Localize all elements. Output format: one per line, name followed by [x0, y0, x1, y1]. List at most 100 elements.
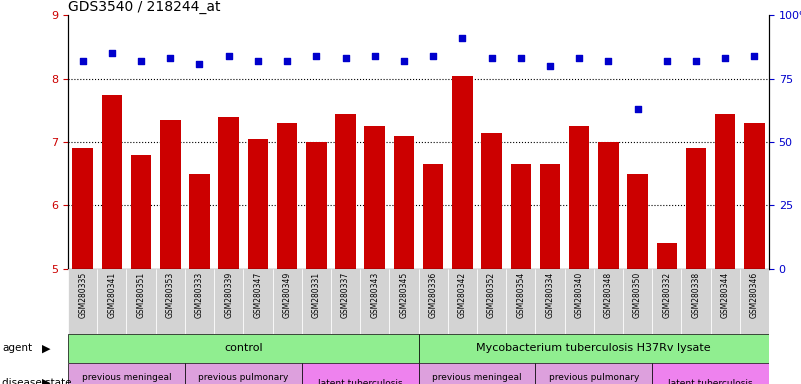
Point: [748, 53, 761, 59]
Text: GSM280349: GSM280349: [283, 272, 292, 318]
Bar: [155, 269, 185, 334]
Bar: [510, 164, 531, 269]
Bar: [302, 363, 418, 384]
Bar: [360, 269, 389, 334]
Text: GSM280352: GSM280352: [487, 272, 496, 318]
Point: [427, 53, 440, 59]
Bar: [72, 149, 93, 269]
Text: GSM280335: GSM280335: [78, 272, 87, 318]
Text: ▶: ▶: [42, 343, 50, 354]
Text: previous pulmonary
tuberculosis: previous pulmonary tuberculosis: [549, 373, 639, 384]
Bar: [710, 269, 740, 334]
Bar: [418, 363, 535, 384]
Text: agent: agent: [2, 343, 33, 354]
Bar: [306, 142, 327, 269]
Bar: [214, 269, 244, 334]
Bar: [682, 269, 710, 334]
Bar: [97, 269, 127, 334]
Point: [76, 58, 89, 64]
Text: GSM280354: GSM280354: [516, 272, 525, 318]
Text: previous pulmonary
tuberculosis: previous pulmonary tuberculosis: [198, 373, 288, 384]
Point: [135, 58, 147, 64]
Bar: [418, 334, 769, 363]
Text: GSM280347: GSM280347: [253, 272, 263, 318]
Point: [280, 58, 293, 64]
Bar: [740, 269, 769, 334]
Text: GSM280351: GSM280351: [137, 272, 146, 318]
Bar: [185, 269, 214, 334]
Bar: [219, 117, 239, 269]
Point: [573, 55, 586, 61]
Bar: [331, 269, 360, 334]
Text: GSM280344: GSM280344: [721, 272, 730, 318]
Text: disease state: disease state: [2, 378, 72, 384]
Bar: [102, 94, 122, 269]
Bar: [652, 363, 769, 384]
Text: GSM280353: GSM280353: [166, 272, 175, 318]
Text: GSM280342: GSM280342: [458, 272, 467, 318]
Bar: [244, 269, 272, 334]
Point: [193, 60, 206, 66]
Text: GSM280339: GSM280339: [224, 272, 233, 318]
Text: GSM280334: GSM280334: [545, 272, 554, 318]
Bar: [540, 164, 560, 269]
Text: GDS3540 / 218244_at: GDS3540 / 218244_at: [68, 0, 220, 14]
Text: GSM280331: GSM280331: [312, 272, 321, 318]
Bar: [160, 120, 180, 269]
Bar: [68, 363, 185, 384]
Bar: [535, 269, 565, 334]
Text: GSM280341: GSM280341: [107, 272, 116, 318]
Bar: [657, 243, 677, 269]
Bar: [364, 126, 385, 269]
Bar: [652, 269, 682, 334]
Text: control: control: [224, 343, 263, 354]
Point: [660, 58, 673, 64]
Point: [397, 58, 410, 64]
Bar: [189, 174, 210, 269]
Bar: [68, 334, 418, 363]
Point: [252, 58, 264, 64]
Bar: [623, 269, 652, 334]
Bar: [394, 136, 414, 269]
Bar: [277, 123, 297, 269]
Point: [718, 55, 731, 61]
Bar: [477, 269, 506, 334]
Bar: [744, 123, 765, 269]
Bar: [389, 269, 418, 334]
Bar: [418, 269, 448, 334]
Text: latent tuberculosis: latent tuberculosis: [318, 379, 402, 384]
Text: GSM280338: GSM280338: [691, 272, 700, 318]
Text: Mycobacterium tuberculosis H37Rv lysate: Mycobacterium tuberculosis H37Rv lysate: [477, 343, 711, 354]
Bar: [448, 269, 477, 334]
Text: GSM280350: GSM280350: [633, 272, 642, 318]
Text: GSM280332: GSM280332: [662, 272, 671, 318]
Point: [106, 50, 119, 56]
Text: GSM280336: GSM280336: [429, 272, 437, 318]
Bar: [565, 269, 594, 334]
Text: GSM280340: GSM280340: [574, 272, 584, 318]
Bar: [272, 269, 302, 334]
Bar: [68, 269, 97, 334]
Bar: [248, 139, 268, 269]
Point: [485, 55, 498, 61]
Text: previous meningeal
tuberculosis: previous meningeal tuberculosis: [432, 373, 521, 384]
Point: [602, 58, 614, 64]
Text: GSM280333: GSM280333: [195, 272, 204, 318]
Bar: [627, 174, 648, 269]
Bar: [336, 114, 356, 269]
Point: [310, 53, 323, 59]
Bar: [569, 126, 590, 269]
Point: [631, 106, 644, 112]
Bar: [506, 269, 535, 334]
Bar: [715, 114, 735, 269]
Point: [223, 53, 235, 59]
Point: [514, 55, 527, 61]
Bar: [131, 155, 151, 269]
Bar: [535, 363, 652, 384]
Bar: [481, 132, 501, 269]
Text: GSM280345: GSM280345: [400, 272, 409, 318]
Text: previous meningeal
tuberculosis: previous meningeal tuberculosis: [82, 373, 171, 384]
Bar: [594, 269, 623, 334]
Point: [690, 58, 702, 64]
Point: [544, 63, 557, 69]
